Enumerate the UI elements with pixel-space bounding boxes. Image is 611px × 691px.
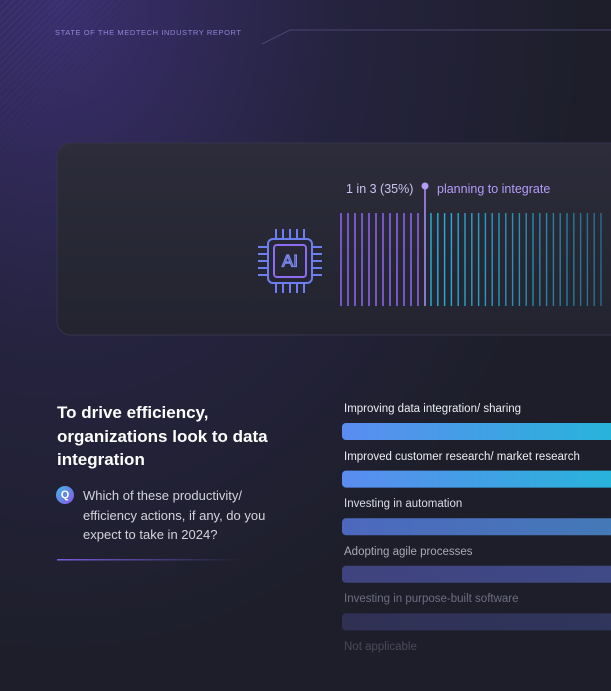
option-label: Investing in purpose-built software <box>344 593 519 606</box>
question: Which of these productivity/ efficiency … <box>83 488 266 542</box>
rule <box>261 29 611 45</box>
chip-label: AI <box>282 251 298 270</box>
card <box>56 142 611 336</box>
report-title: STATE OF THE MEDTECH INDUSTRY REPORT <box>55 28 242 37</box>
stat-label: planning to integrate <box>437 182 551 196</box>
option-label: Adopting agile processes <box>344 545 473 558</box>
bar <box>342 613 611 631</box>
option-label: Improving data integration/ sharing <box>344 403 522 415</box>
bar <box>342 470 611 488</box>
marker-dot <box>421 182 429 190</box>
bar <box>342 423 611 440</box>
stat: 1 in 3 (35%) <box>346 182 414 196</box>
ai-chip <box>258 229 322 293</box>
option-label: Improved customer research/ market resea… <box>344 450 580 463</box>
bar <box>342 565 611 583</box>
q-badge: Q <box>56 486 74 504</box>
heading: To drive efficiency, organizations look … <box>57 403 268 469</box>
option-label: Investing in automation <box>344 498 463 511</box>
bar <box>342 518 611 536</box>
separator <box>57 559 242 561</box>
option-label: Not applicable <box>344 641 417 653</box>
